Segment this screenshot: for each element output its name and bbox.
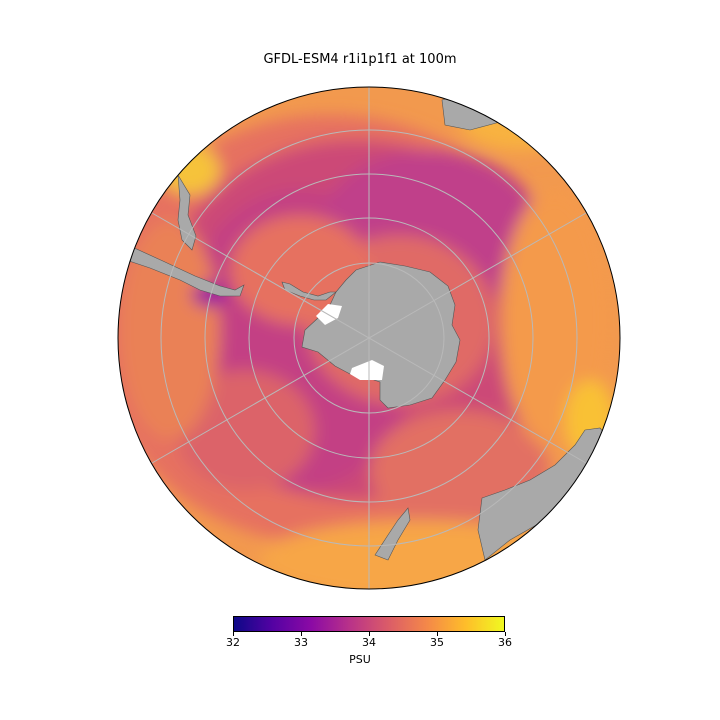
colorbar-tick-mark [368, 632, 370, 636]
new-zealand [374, 507, 411, 561]
colorbar-tick-mark [232, 632, 234, 636]
colorbar-tick-label: 32 [226, 636, 240, 649]
colorbar [233, 616, 505, 632]
gridlines [151, 87, 587, 589]
colorbar-tick-mark [436, 632, 438, 636]
colorbar-tick-label: 34 [362, 636, 376, 649]
map-boundary [117, 86, 621, 590]
plot-title: GFDL-ESM4 r1i1p1f1 at 100m [263, 52, 457, 67]
antarctic-peninsula [281, 281, 337, 301]
antarctic-islands-west [177, 174, 197, 251]
colorbar-label: PSU [349, 653, 371, 666]
colorbar-tick-label: 35 [430, 636, 444, 649]
colorbar-tick-mark [300, 632, 302, 636]
ross-ice-shelf [350, 360, 384, 380]
colorbar-tick-label: 36 [498, 636, 512, 649]
antarctica [301, 261, 461, 409]
colorbar-tick-label: 33 [294, 636, 308, 649]
colorbar-tick-mark [504, 632, 506, 636]
